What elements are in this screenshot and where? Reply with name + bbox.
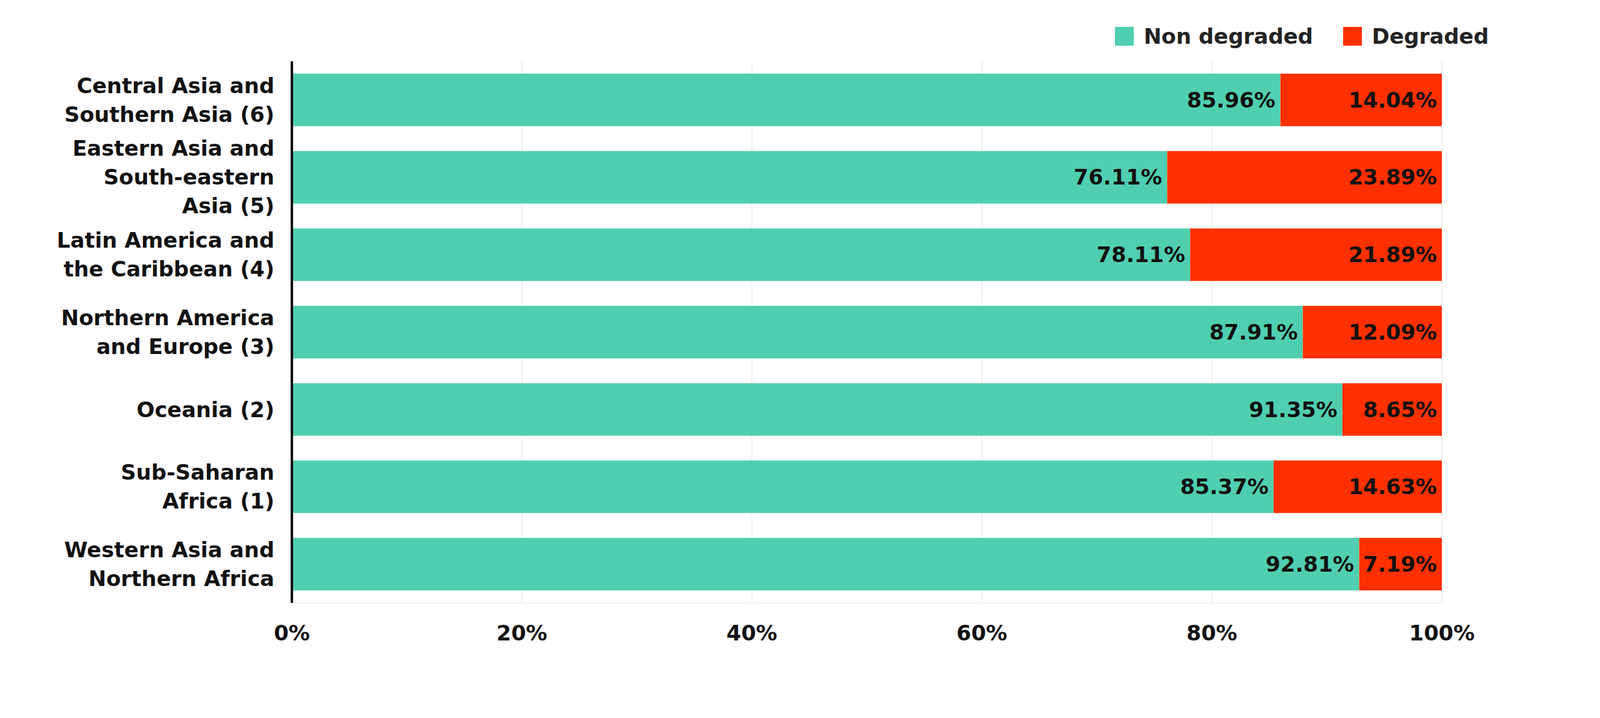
html-text:Non degraded: Non degraded	[1143, 23, 1314, 49]
svg-text:40%: 40%	[726, 620, 777, 645]
svg-text:76.11%: 76.11%	[1073, 164, 1163, 190]
svg-text:Latin America andthe Caribbean: Latin America andthe Caribbean (4)	[56, 227, 275, 282]
svg-text:78.11%: 78.11%	[1096, 241, 1186, 267]
svg-text:Central Asia andSouthern Asia: Central Asia andSouthern Asia (6)	[64, 73, 275, 127]
svg-text:21.89%: 21.89%	[1348, 241, 1437, 267]
svg-text:85.96%: 85.96%	[1186, 87, 1276, 113]
svg-text:91.35%: 91.35%	[1248, 396, 1338, 422]
svg-text:Eastern Asia andSouth-easternA: Eastern Asia andSouth-easternAsia (5)	[72, 135, 275, 219]
svg-text:20%: 20%	[496, 620, 547, 645]
svg-text:14.63%: 14.63%	[1348, 473, 1437, 499]
svg-text:100%: 100%	[1408, 620, 1475, 645]
svg-text:92.81%: 92.81%	[1265, 551, 1355, 577]
svg-text:14.04%: 14.04%	[1348, 87, 1437, 113]
svg-text:12.09%: 12.09%	[1348, 319, 1437, 345]
svg-text:80%: 80%	[1186, 620, 1237, 645]
svg-text:23.89%: 23.89%	[1348, 164, 1437, 190]
svg-text:60%: 60%	[956, 620, 1007, 645]
svg-text:85.37%: 85.37%	[1180, 473, 1269, 499]
svg-text:0%: 0%	[273, 620, 310, 645]
svg-text:8.65%: 8.65%	[1363, 396, 1437, 422]
svg-text:Western Asia andNorthern Afric: Western Asia andNorthern Africa	[64, 536, 275, 591]
svg-text:Sub-SaharanAfrica (1): Sub-SaharanAfrica (1)	[120, 459, 275, 514]
svg-text:87.91%: 87.91%	[1209, 319, 1299, 345]
svg-text:7.19%: 7.19%	[1363, 551, 1437, 577]
svg-text:Oceania (2): Oceania (2)	[136, 396, 275, 422]
html-text:Degraded: Degraded	[1371, 23, 1489, 49]
svg-text:Northern Americaand Europe (3): Northern Americaand Europe (3)	[61, 305, 275, 359]
